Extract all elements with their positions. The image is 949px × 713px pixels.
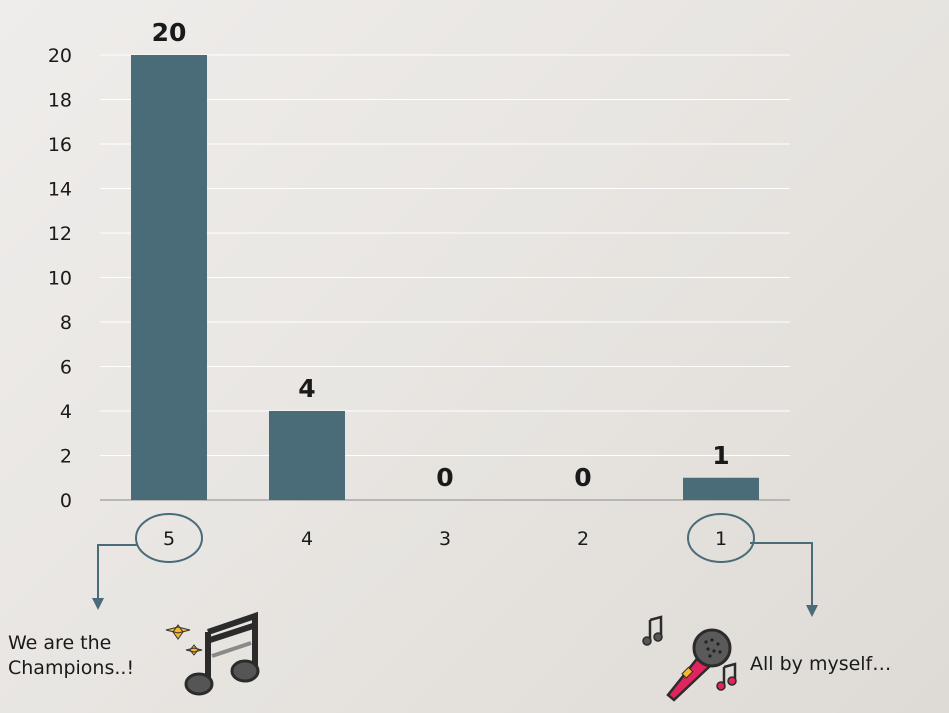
y-tick-label: 14 xyxy=(48,179,72,201)
y-axis-ticks: 0 2 4 6 8 10 12 14 16 18 20 xyxy=(48,45,72,512)
bar xyxy=(269,411,345,500)
x-category-label: 1 xyxy=(715,528,727,550)
category-highlight-circle xyxy=(687,513,755,563)
data-label: 0 xyxy=(436,463,453,492)
all-by-myself-annotation: All by myself… xyxy=(750,653,892,675)
y-tick-label: 16 xyxy=(48,134,72,156)
data-label: 4 xyxy=(298,374,315,403)
x-category-label: 4 xyxy=(301,528,313,550)
callout-arrow-left xyxy=(92,544,137,610)
bars xyxy=(131,55,759,500)
bar xyxy=(131,55,207,500)
champions-annotation: We are the Champions..! xyxy=(8,631,134,681)
y-tick-label: 4 xyxy=(60,401,72,423)
grid-lines xyxy=(100,54,790,501)
y-tick-label: 20 xyxy=(48,45,72,67)
data-label: 1 xyxy=(712,441,729,470)
x-category-label: 5 xyxy=(163,528,175,550)
champions-line-1: We are the xyxy=(8,632,112,654)
callout-arrow-right xyxy=(750,542,818,617)
y-tick-label: 18 xyxy=(48,90,72,112)
x-axis-categories: 5 4 3 2 1 xyxy=(135,513,755,563)
champions-line-2: Champions..! xyxy=(8,657,135,679)
y-tick-label: 10 xyxy=(48,268,72,290)
y-tick-label: 12 xyxy=(48,223,72,245)
y-tick-label: 8 xyxy=(60,312,72,334)
category-highlight-circle xyxy=(135,513,203,563)
x-category-label: 2 xyxy=(577,528,589,550)
music-note-sparkle-icon xyxy=(165,611,260,696)
karaoke-microphone-icon xyxy=(642,615,737,702)
y-tick-label: 6 xyxy=(60,357,72,379)
data-label: 20 xyxy=(152,18,187,47)
data-labels: 20 4 0 0 1 xyxy=(152,18,730,492)
bar xyxy=(683,477,759,500)
data-label: 0 xyxy=(574,463,591,492)
x-category-label: 3 xyxy=(439,528,451,550)
y-tick-label: 0 xyxy=(60,490,72,512)
y-tick-label: 2 xyxy=(60,446,72,468)
